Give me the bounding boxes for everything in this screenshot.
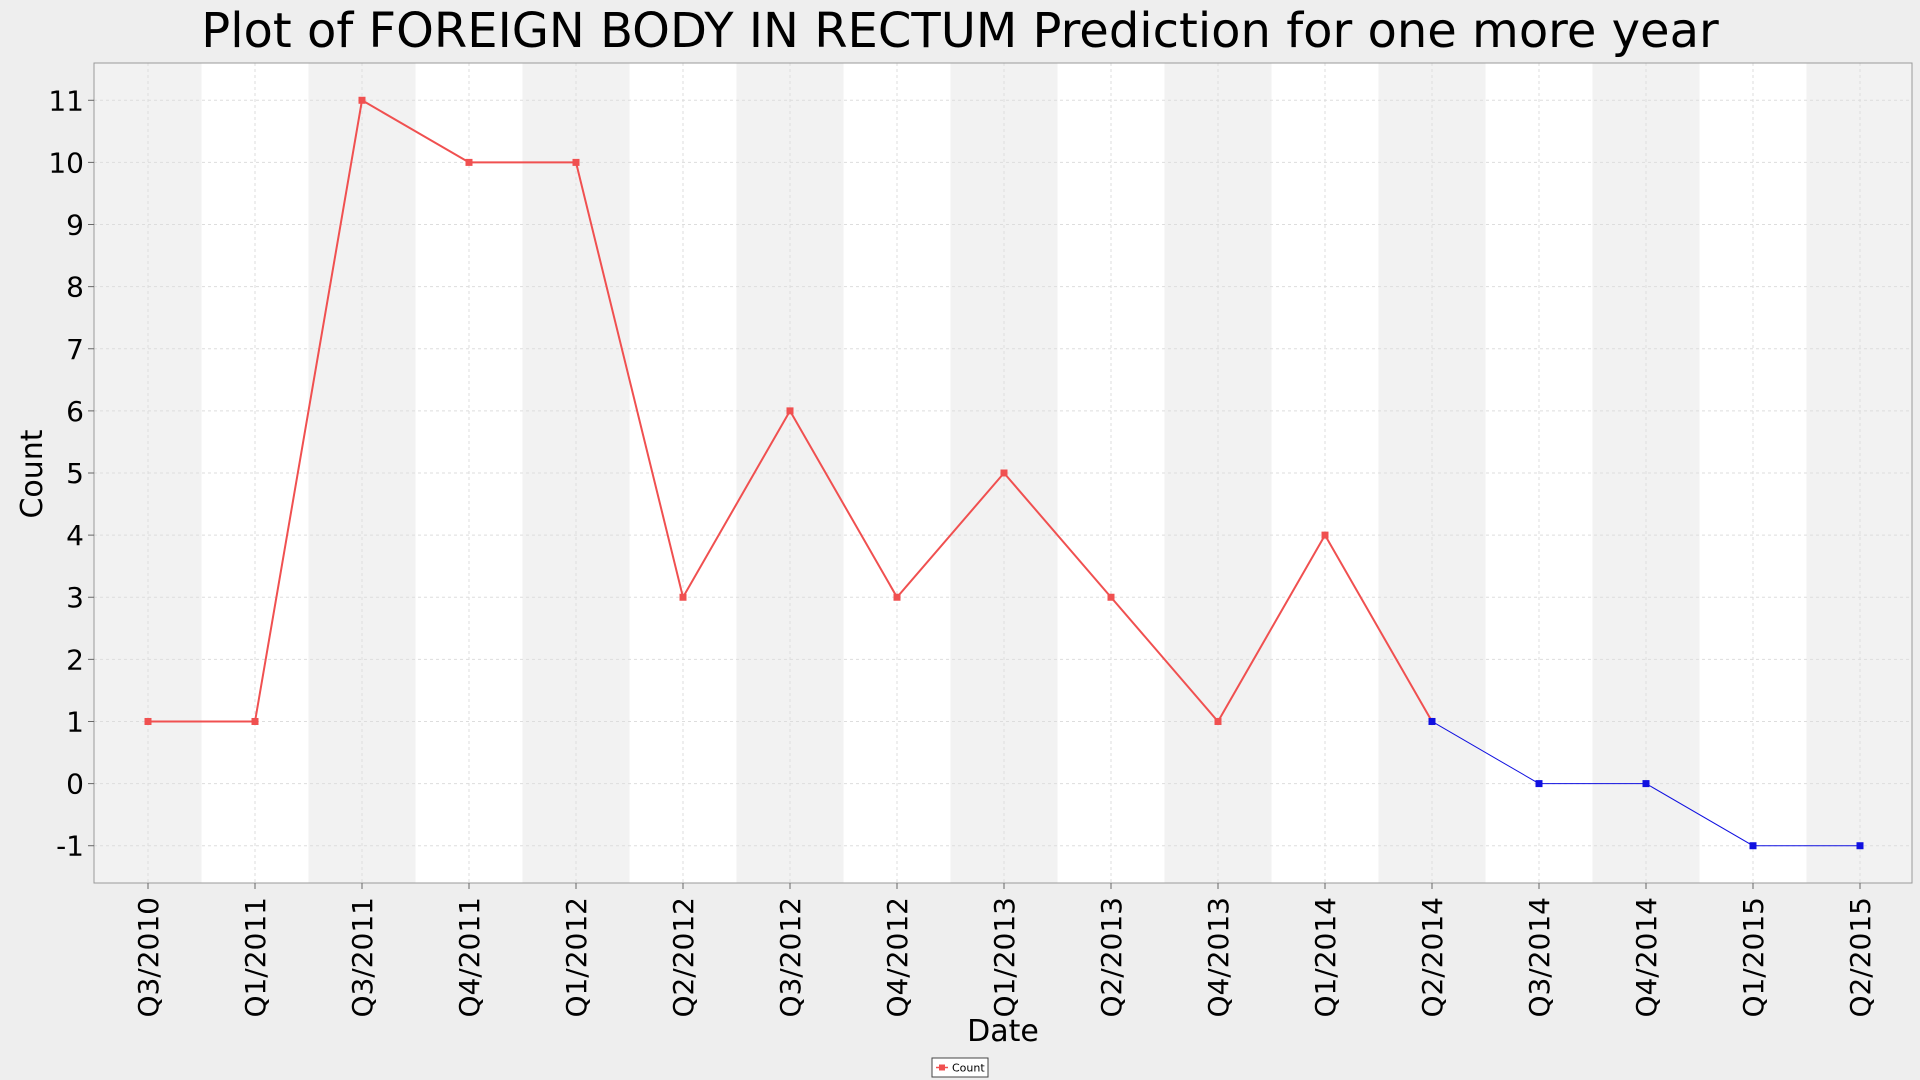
y-tick-label: -1 bbox=[56, 830, 84, 863]
x-tick-label: Q2/2013 bbox=[1095, 897, 1128, 1018]
y-axis-ticks: -1 0 1 2 3 4 5 6 7 8 9 10 11 bbox=[48, 84, 94, 863]
data-point bbox=[358, 96, 366, 104]
x-tick-label: Q1/2013 bbox=[988, 897, 1021, 1018]
x-tick-label: Q1/2015 bbox=[1737, 897, 1770, 1018]
x-tick-label: Q2/2014 bbox=[1416, 897, 1449, 1018]
x-tick-label: Q3/2014 bbox=[1523, 897, 1556, 1018]
data-point bbox=[1000, 469, 1008, 477]
legend: Count bbox=[931, 1057, 989, 1078]
y-tick-label: 11 bbox=[48, 84, 84, 117]
data-point bbox=[1749, 842, 1757, 850]
x-tick-label: Q3/2011 bbox=[346, 897, 379, 1018]
legend-box bbox=[931, 1057, 989, 1078]
y-tick-label: 1 bbox=[66, 705, 84, 738]
legend-swatch-marker bbox=[939, 1064, 945, 1071]
data-point bbox=[144, 717, 152, 725]
x-tick-label: Q4/2011 bbox=[453, 897, 486, 1018]
x-tick-label: Q2/2012 bbox=[667, 897, 700, 1018]
x-tick-label: Q2/2015 bbox=[1844, 897, 1877, 1018]
x-tick-label: Q3/2010 bbox=[132, 897, 165, 1018]
x-axis-ticks: Q3/2010 Q1/2011 Q3/2011 Q4/2011 Q1/2012 Q2/20… bbox=[132, 883, 1877, 1018]
x-tick-label: Q4/2013 bbox=[1202, 897, 1235, 1018]
data-point bbox=[572, 158, 580, 166]
x-axis-label: Date bbox=[967, 1014, 1039, 1049]
y-tick-label: 4 bbox=[66, 519, 84, 552]
x-tick-label: Q4/2012 bbox=[881, 897, 914, 1018]
legend-label: Count bbox=[952, 1062, 985, 1075]
y-tick-label: 2 bbox=[66, 643, 84, 676]
data-point bbox=[1642, 780, 1650, 788]
y-tick-label: 8 bbox=[66, 271, 84, 304]
y-tick-label: 9 bbox=[66, 209, 84, 242]
y-tick-label: 10 bbox=[48, 146, 84, 179]
chart-title: Plot of FOREIGN BODY IN RECTUM Predictio… bbox=[201, 3, 1719, 59]
x-tick-label: Q1/2012 bbox=[560, 897, 593, 1018]
x-tick-label: Q4/2014 bbox=[1630, 897, 1663, 1018]
y-tick-label: 6 bbox=[66, 395, 84, 428]
data-point bbox=[786, 407, 794, 415]
x-tick-label: Q1/2014 bbox=[1309, 897, 1342, 1018]
series-layer bbox=[144, 96, 1864, 850]
y-tick-label: 7 bbox=[66, 333, 84, 366]
data-point bbox=[1214, 717, 1222, 725]
data-point bbox=[893, 593, 901, 601]
y-axis-label: Count bbox=[15, 429, 50, 518]
data-point bbox=[465, 158, 473, 166]
data-point bbox=[1428, 717, 1436, 725]
y-tick-label: 0 bbox=[66, 768, 84, 801]
x-tick-label: Q1/2011 bbox=[239, 897, 272, 1018]
data-point bbox=[679, 593, 687, 601]
data-point bbox=[1321, 531, 1329, 539]
y-tick-label: 5 bbox=[66, 457, 84, 490]
data-point bbox=[251, 717, 259, 725]
x-tick-label: Q3/2012 bbox=[774, 897, 807, 1018]
data-point bbox=[1107, 593, 1115, 601]
data-point bbox=[1856, 842, 1864, 850]
y-tick-label: 3 bbox=[66, 581, 84, 614]
data-point bbox=[1535, 780, 1543, 788]
